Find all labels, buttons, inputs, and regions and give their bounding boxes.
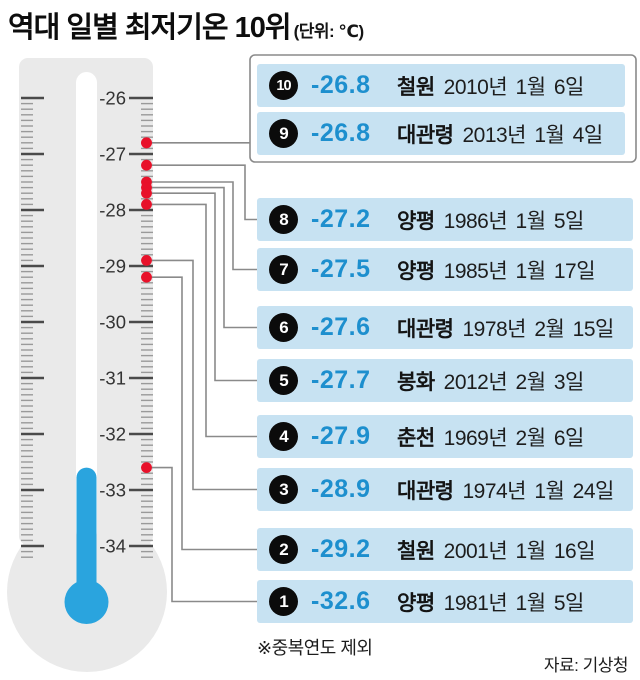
record-dot	[141, 271, 152, 283]
axis-tick-label: -29	[99, 256, 126, 277]
location-label: 대관령	[397, 479, 454, 503]
temp-value: -27.2	[311, 205, 371, 233]
scale-ticks	[21, 96, 153, 558]
date-label: 2010년 1월 6일	[443, 75, 585, 99]
rank-badge: 6	[269, 313, 298, 342]
record-dot	[141, 187, 152, 199]
record-dot	[141, 137, 152, 149]
temp-value: -27.6	[311, 313, 371, 341]
connector	[146, 181, 257, 271]
unit-label: (단위: ℃)	[293, 22, 365, 41]
record-row: 6 -27.6 대관령 1978년 2월 15일	[257, 306, 633, 349]
location-label: 양평	[397, 591, 435, 615]
temp-value: -27.9	[311, 422, 371, 450]
temp-value: -28.9	[311, 475, 371, 503]
temp-value: -26.8	[311, 71, 371, 99]
record-row: 3 -28.9 대관령 1974년 1월 24일	[257, 468, 633, 511]
axis-tick-label: -31	[99, 368, 126, 389]
rank-badge: 5	[269, 366, 298, 395]
date-label: 1986년 1월 5일	[443, 209, 585, 233]
footnote: ※중복연도 제외	[257, 638, 373, 658]
page-title: 역대 일별 최저기온 10위	[8, 12, 292, 44]
connector	[146, 466, 257, 603]
thermometer-tube	[76, 72, 97, 542]
rank-badge: 4	[269, 422, 298, 451]
group-bracket	[249, 54, 637, 163]
record-row: 4 -27.9 춘천 1969년 2월 6일	[257, 415, 633, 458]
connector	[146, 192, 257, 382]
rank-badge: 3	[269, 475, 298, 504]
axis-tick-label: -33	[99, 480, 126, 501]
axis-tick-label: -27	[99, 144, 126, 165]
location-label: 봉화	[397, 370, 435, 394]
location-label: 대관령	[397, 317, 454, 341]
connector	[146, 203, 257, 438]
date-label: 1978년 2월 15일	[462, 317, 614, 341]
record-row: 5 -27.7 봉화 2012년 2월 3일	[257, 359, 633, 402]
record-dot	[141, 159, 152, 171]
rank-badge: 10	[269, 71, 298, 100]
rank-badge: 2	[269, 535, 298, 564]
record-dot	[141, 199, 152, 210]
record-row: 7 -27.5 양평 1985년 1월 17일	[257, 248, 633, 291]
temp-value: -26.8	[311, 119, 371, 147]
mercury	[64, 467, 109, 624]
record-row: 2 -29.2 철원 2001년 1월 16일	[257, 528, 633, 571]
location-label: 철원	[397, 539, 435, 563]
rank-badge: 1	[269, 587, 298, 616]
source-label: 자료: 기상청	[543, 656, 629, 675]
location-label: 양평	[397, 209, 435, 233]
record-row: 9 -26.8 대관령 2013년 1월 4일	[257, 112, 625, 155]
record-row: 8 -27.2 양평 1986년 1월 5일	[257, 198, 633, 241]
axis-tick-label: -28	[99, 200, 126, 221]
date-label: 1974년 1월 24일	[462, 479, 614, 503]
rank-badge: 7	[269, 255, 298, 284]
axis-tick-label: -26	[99, 88, 126, 109]
date-label: 2001년 1월 16일	[443, 539, 596, 563]
date-label: 2012년 2월 3일	[443, 370, 585, 394]
axis-tick-label: -32	[99, 424, 126, 445]
record-row: 10 -26.8 철원 2010년 1월 6일	[257, 64, 625, 107]
record-dot	[141, 255, 152, 266]
scale-labels: -26 -27 -28 -29 -30 -31 -32 -33 -34	[99, 88, 126, 557]
rank-badge: 9	[269, 119, 298, 148]
date-label: 1969년 2월 6일	[443, 426, 585, 450]
temp-value: -32.6	[311, 587, 371, 615]
axis-tick-label: -30	[99, 312, 126, 333]
connector-lines	[146, 54, 637, 603]
connector	[146, 276, 257, 551]
date-label: 1985년 1월 17일	[443, 259, 596, 283]
temp-value: -27.7	[311, 366, 371, 394]
header: 역대 일별 최저기온 10위 (단위: ℃)	[8, 4, 364, 46]
location-label: 양평	[397, 259, 435, 283]
record-dots	[141, 137, 152, 473]
date-label: 1981년 1월 5일	[443, 591, 585, 615]
rank-badge: 8	[269, 205, 298, 234]
record-dot	[141, 462, 152, 473]
date-label: 2013년 1월 4일	[462, 123, 603, 147]
temp-value: -27.5	[311, 255, 371, 283]
axis-tick-label: -34	[99, 536, 126, 557]
connector	[146, 259, 257, 491]
connector	[146, 164, 257, 221]
record-row: 1 -32.6 양평 1981년 1월 5일	[257, 580, 633, 623]
temp-value: -29.2	[311, 535, 371, 563]
location-label: 춘천	[397, 426, 435, 450]
location-label: 대관령	[397, 123, 454, 147]
connector	[146, 186, 257, 329]
location-label: 철원	[397, 75, 435, 99]
